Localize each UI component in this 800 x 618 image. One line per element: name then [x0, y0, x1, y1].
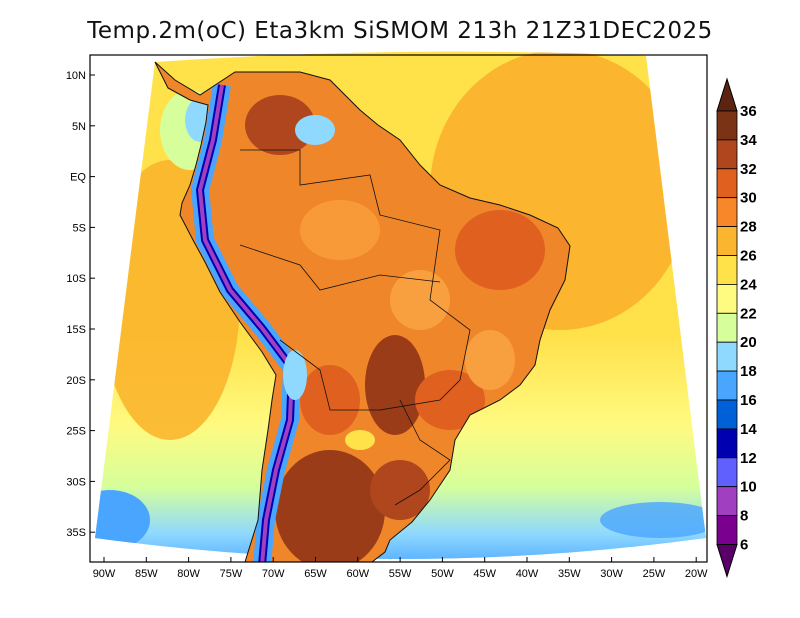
- lon-label: 45W: [473, 568, 496, 580]
- lon-label: 20W: [685, 568, 708, 580]
- lon-label: 55W: [389, 568, 412, 580]
- colorbar-segment: [716, 197, 738, 227]
- lat-label: 15S: [66, 324, 86, 336]
- lon-label: 75W: [220, 568, 243, 580]
- colorbar-segment: [716, 486, 738, 517]
- lat-label: 10S: [66, 273, 86, 285]
- colorbar-label: 16: [740, 392, 757, 409]
- colorbar-segment: [716, 370, 738, 401]
- map-title: Temp.2m(oC) Eta3km SiSMOM 213h 21Z31DEC2…: [87, 18, 713, 44]
- colorbar-label: 22: [740, 305, 757, 322]
- colorbar-legend: 36 34 32 30 28 26 24 22 20 18 16 14 12 10 8 6: [716, 77, 757, 579]
- colorbar-label: 8: [740, 508, 748, 525]
- colorbar-segment: [716, 341, 738, 372]
- colorbar-label: 30: [740, 190, 757, 207]
- colorbar-min-arrow: [716, 544, 738, 579]
- lat-label: EQ: [70, 172, 86, 184]
- colorbar-label: 26: [740, 248, 757, 265]
- lat-label: 20S: [66, 375, 86, 387]
- longitude-axis: 90W 85W 80W 75W 70W 65W 60W 55W 50W 45W 40W 35W 30W 2…: [93, 557, 708, 580]
- map-frame: [89, 54, 708, 563]
- lon-label: 60W: [346, 568, 369, 580]
- colorbar-label: 34: [740, 132, 757, 149]
- colorbar-segment: [716, 312, 738, 343]
- colorbar-max-arrow: [716, 77, 738, 112]
- colorbar-segment: [716, 168, 738, 199]
- colorbar-segment: [716, 428, 738, 459]
- lon-label: 90W: [93, 568, 116, 580]
- colorbar-label: 28: [740, 219, 757, 236]
- lon-label: 65W: [304, 568, 327, 580]
- colorbar-segment: [716, 226, 738, 256]
- colorbar-segment: [716, 255, 738, 285]
- lat-label: 35S: [66, 527, 86, 539]
- lon-label: 35W: [558, 568, 581, 580]
- colorbar-segment: [716, 110, 738, 141]
- colorbar-segment: [716, 283, 738, 314]
- lon-label: 70W: [262, 568, 285, 580]
- lat-label: 5S: [73, 222, 86, 234]
- colorbar-segment: [716, 399, 738, 430]
- lon-label: 40W: [516, 568, 539, 580]
- colorbar-label: 10: [740, 479, 757, 496]
- lat-label: 30S: [66, 476, 86, 488]
- lon-label: 25W: [643, 568, 666, 580]
- colorbar-label: 18: [740, 363, 757, 380]
- colorbar-label: 6: [740, 537, 748, 554]
- latitude-axis: 10N 5N EQ 5S 10S 15S 20S 25S 30S 35S: [66, 70, 95, 539]
- colorbar-segment: [716, 515, 738, 545]
- colorbar-label: 36: [740, 103, 757, 120]
- lon-label: 50W: [431, 568, 454, 580]
- colorbar-segment: [716, 457, 738, 488]
- lon-label: 85W: [135, 568, 158, 580]
- colorbar-label: 24: [740, 276, 757, 293]
- colorbar-label: 12: [740, 450, 757, 467]
- colorbar-label: 14: [740, 421, 757, 438]
- lat-label: 10N: [66, 70, 86, 82]
- lon-label: 30W: [600, 568, 623, 580]
- colorbar-segment: [716, 139, 738, 170]
- lat-label: 25S: [66, 426, 86, 438]
- lon-label: 80W: [177, 568, 200, 580]
- colorbar-label: 20: [740, 334, 757, 351]
- colorbar-label: 32: [740, 161, 757, 178]
- lat-label: 5N: [72, 121, 86, 133]
